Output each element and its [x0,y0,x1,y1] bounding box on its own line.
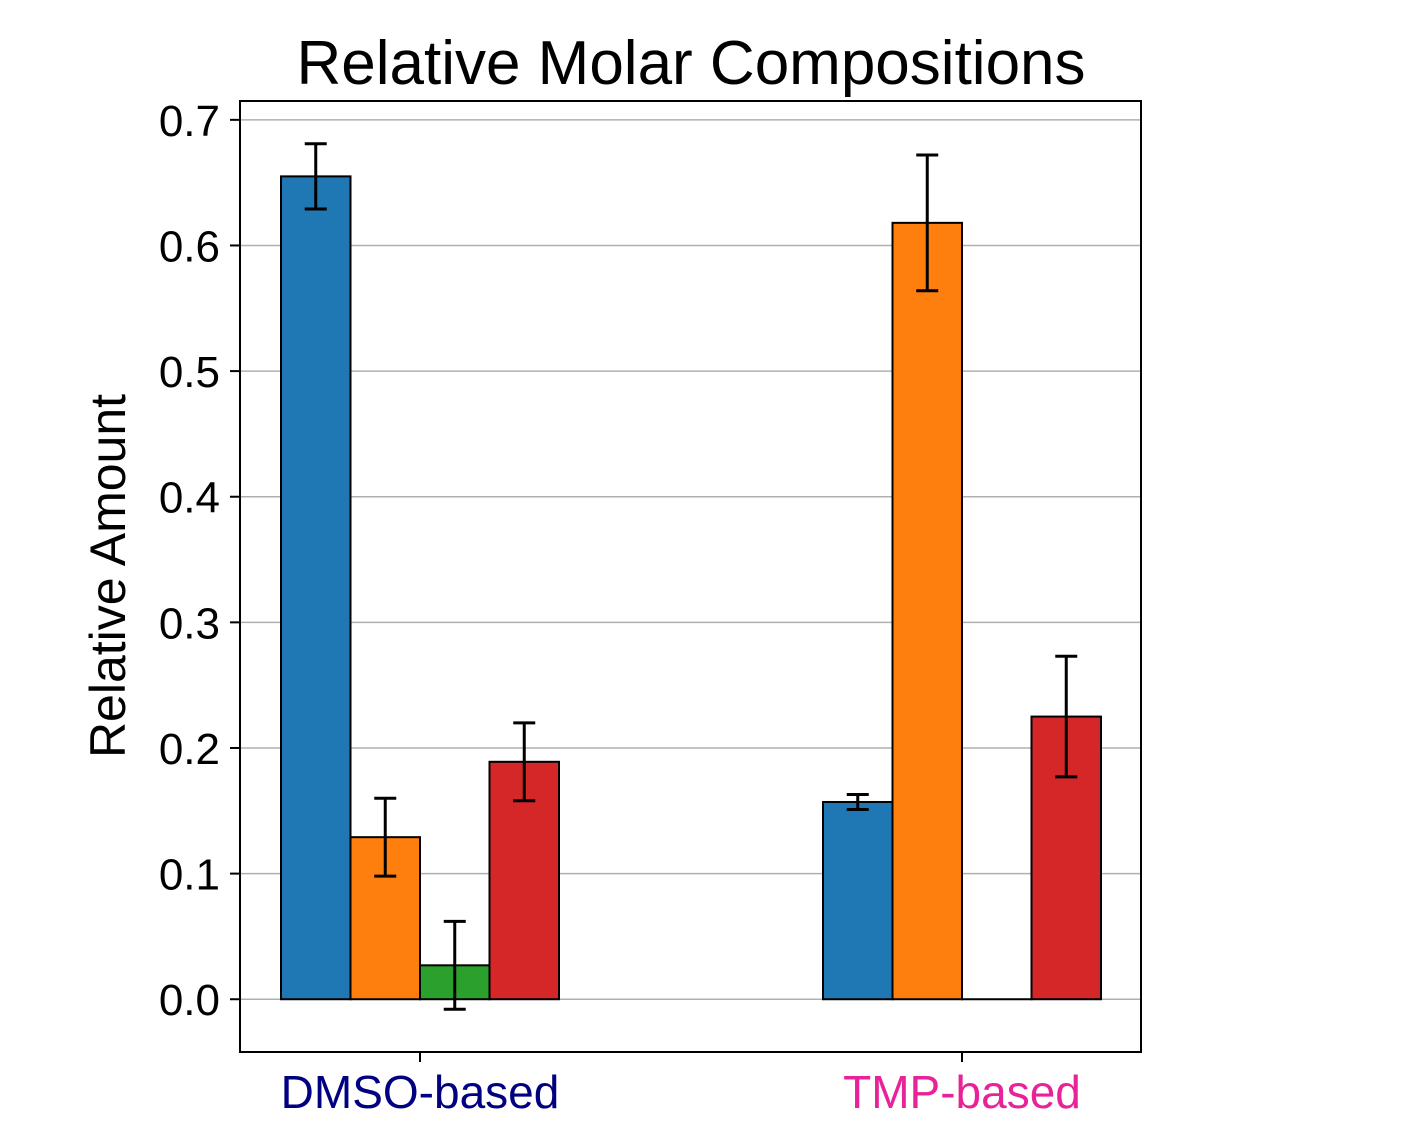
chart-title: Relative Molar Compositions [296,29,1085,98]
y-tick-label: 0.2 [159,725,220,774]
y-axis-ticks: 0.0 0.1 0.2 0.3 0.4 0.5 0.6 0.7 [159,97,240,1025]
bar [1030,715,1102,1001]
x-tick-label: TMP-based [843,1066,1081,1118]
x-tick-label: DMSO-based [281,1066,560,1118]
y-tick-label: 0.7 [159,97,220,146]
y-tick-label: 0.4 [159,474,220,523]
y-axis-label: Relative Amount [80,394,136,758]
y-tick-label: 0.1 [159,851,220,900]
bar [280,175,352,1001]
y-tick-label: 0.5 [159,348,220,397]
bar [822,801,894,1001]
bars [280,175,1102,1001]
plot-frame [239,100,1142,1053]
x-axis-ticks: DMSO-based TMP-based [281,1052,1081,1118]
y-tick-label: 0.3 [159,599,220,648]
y-tick-label: 0.0 [159,976,220,1025]
error-bars [304,142,1078,1011]
y-tick-label: 0.6 [159,222,220,271]
bar [891,221,963,1001]
